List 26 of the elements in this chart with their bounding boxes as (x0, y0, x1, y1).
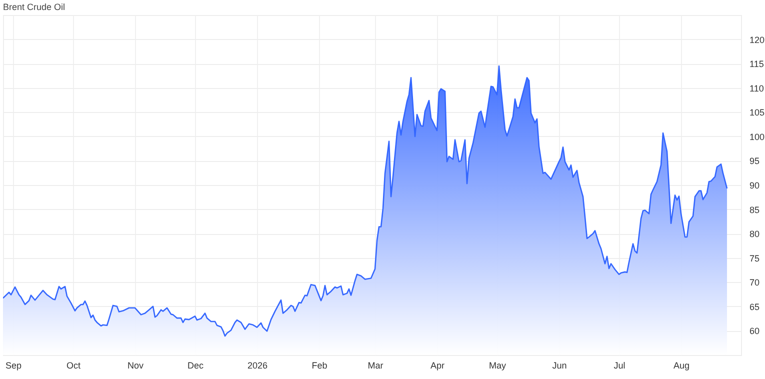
y-tick-label: 75 (750, 253, 760, 264)
y-tick-label: 80 (750, 229, 760, 240)
y-tick-label: 65 (750, 302, 760, 312)
x-tick-label: Mar (368, 360, 384, 370)
x-tick-label: Apr (430, 360, 445, 370)
x-tick-label: May (488, 360, 506, 370)
y-tick-label: 95 (750, 156, 760, 166)
y-tick-label: 105 (750, 108, 765, 118)
x-tick-label: Feb (312, 360, 328, 370)
y-tick-label: 60 (750, 326, 760, 336)
x-tick-label: Oct (66, 360, 81, 370)
x-tick-label: Nov (127, 360, 144, 370)
x-tick-label: Sep (5, 360, 22, 370)
x-tick-label: Jun (552, 360, 567, 370)
y-tick-label: 85 (750, 204, 760, 215)
chart-title: Brent Crude Oil (3, 2, 66, 12)
x-tick-label: Jul (614, 360, 626, 370)
y-tick-label: 90 (750, 180, 760, 190)
y-tick-label: 100 (750, 132, 765, 142)
y-tick-label: 115 (750, 59, 764, 70)
y-tick-label: 110 (750, 83, 764, 94)
y-tick-label: 70 (750, 278, 760, 288)
x-tick-label: Dec (187, 360, 204, 370)
y-tick-label: 120 (750, 34, 765, 45)
x-tick-label: Aug (673, 360, 690, 370)
x-tick-label: 2026 (247, 360, 268, 370)
